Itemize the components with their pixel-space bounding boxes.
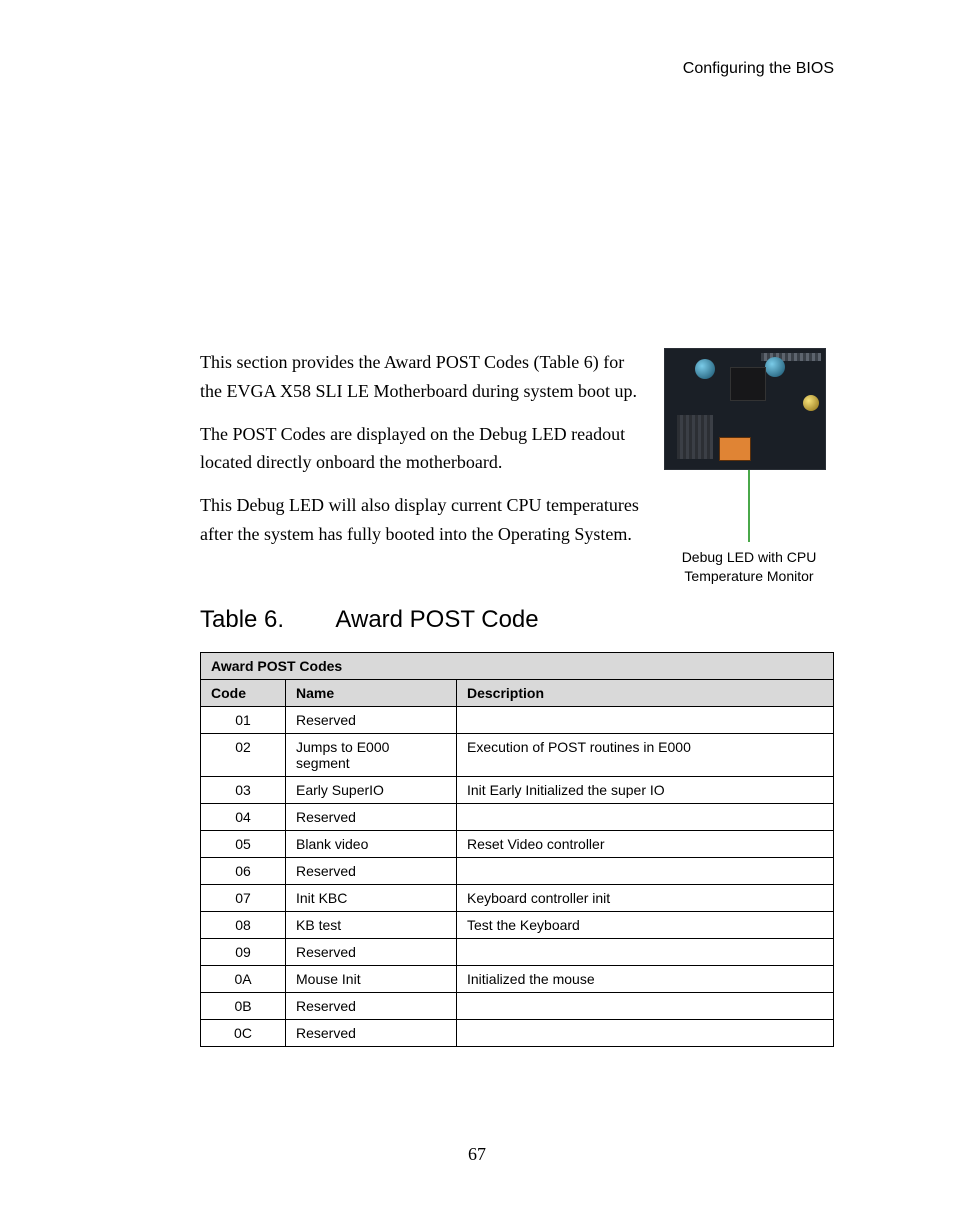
table-body: 01 Reserved 02 Jumps to E000 segment Exe… (201, 706, 834, 1046)
cell-name: Reserved (286, 857, 457, 884)
col-header-code: Code (201, 679, 286, 706)
table-row: 01 Reserved (201, 706, 834, 733)
cell-name: Blank video (286, 830, 457, 857)
cell-name: Reserved (286, 992, 457, 1019)
table-row: 05 Blank video Reset Video controller (201, 830, 834, 857)
cell-desc (457, 992, 834, 1019)
intro-paragraph-1: This section provides the Award POST Cod… (200, 348, 646, 406)
cell-desc (457, 938, 834, 965)
cell-name: Reserved (286, 803, 457, 830)
table-row: 09 Reserved (201, 938, 834, 965)
pointer-line (748, 470, 750, 542)
document-page: Configuring the BIOS This section provid… (0, 0, 954, 1227)
table-row: 08 KB test Test the Keyboard (201, 911, 834, 938)
cell-desc (457, 706, 834, 733)
table-title: Award POST Code (335, 606, 538, 633)
motherboard-photo (664, 348, 826, 470)
cell-name: KB test (286, 911, 457, 938)
cell-name: Reserved (286, 1019, 457, 1046)
cell-name: Early SuperIO (286, 776, 457, 803)
page-header: Configuring the BIOS (200, 60, 834, 78)
col-header-name: Name (286, 679, 457, 706)
cell-desc (457, 857, 834, 884)
cell-code: 0B (201, 992, 286, 1019)
table-title-cell: Award POST Codes (201, 652, 834, 679)
table-row: 0C Reserved (201, 1019, 834, 1046)
intro-block: This section provides the Award POST Cod… (200, 348, 834, 586)
cell-code: 0A (201, 965, 286, 992)
cell-name: Jumps to E000 segment (286, 733, 457, 776)
table-row: 0A Mouse Init Initialized the mouse (201, 965, 834, 992)
figure-column: Debug LED with CPU Temperature Monitor (664, 348, 834, 586)
cell-code: 02 (201, 733, 286, 776)
cell-name: Init KBC (286, 884, 457, 911)
cell-desc (457, 1019, 834, 1046)
col-header-description: Description (457, 679, 834, 706)
debug-led-graphic (730, 367, 766, 401)
cell-desc: Test the Keyboard (457, 911, 834, 938)
cell-code: 06 (201, 857, 286, 884)
cell-desc: Initialized the mouse (457, 965, 834, 992)
table-heading: Table 6. Award POST Code (200, 606, 834, 634)
cell-name: Reserved (286, 938, 457, 965)
cell-desc (457, 803, 834, 830)
table-row: 03 Early SuperIO Init Early Initialized … (201, 776, 834, 803)
table-row: 02 Jumps to E000 segment Execution of PO… (201, 733, 834, 776)
cell-name: Reserved (286, 706, 457, 733)
caption-line-1: Debug LED with CPU (682, 549, 817, 565)
cell-name: Mouse Init (286, 965, 457, 992)
cell-code: 0C (201, 1019, 286, 1046)
gold-cap-icon (803, 395, 819, 411)
intro-paragraph-2: The POST Codes are displayed on the Debu… (200, 420, 646, 478)
chip-graphic (677, 415, 713, 459)
table-number: Table 6. (200, 606, 284, 634)
post-codes-table: Award POST Codes Code Name Description 0… (200, 652, 834, 1047)
cell-code: 07 (201, 884, 286, 911)
table-row: 04 Reserved (201, 803, 834, 830)
capacitor-icon (695, 359, 715, 379)
cell-desc: Execution of POST routines in E000 (457, 733, 834, 776)
cell-code: 09 (201, 938, 286, 965)
page-number: 67 (0, 1144, 954, 1165)
cell-code: 03 (201, 776, 286, 803)
capacitor-icon (765, 357, 785, 377)
cell-code: 08 (201, 911, 286, 938)
table-row: 06 Reserved (201, 857, 834, 884)
cell-desc: Init Early Initialized the super IO (457, 776, 834, 803)
intro-paragraph-3: This Debug LED will also display current… (200, 491, 646, 549)
cell-code: 04 (201, 803, 286, 830)
table-row: 07 Init KBC Keyboard controller init (201, 884, 834, 911)
cell-code: 05 (201, 830, 286, 857)
cell-desc: Reset Video controller (457, 830, 834, 857)
figure-caption: Debug LED with CPU Temperature Monitor (664, 548, 834, 586)
table-header-row: Code Name Description (201, 679, 834, 706)
cell-desc: Keyboard controller init (457, 884, 834, 911)
cell-code: 01 (201, 706, 286, 733)
chip-graphic (719, 437, 751, 461)
intro-text: This section provides the Award POST Cod… (200, 348, 646, 563)
caption-line-2: Temperature Monitor (684, 568, 813, 584)
table-row: 0B Reserved (201, 992, 834, 1019)
table-title-row: Award POST Codes (201, 652, 834, 679)
